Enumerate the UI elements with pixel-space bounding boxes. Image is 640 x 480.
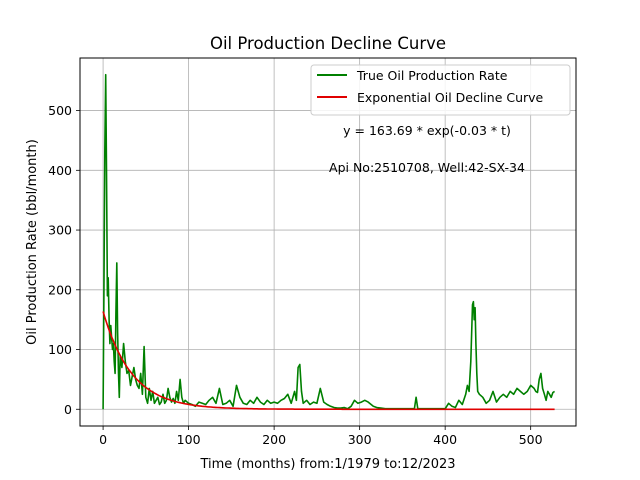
x-tick-label: 200 (262, 432, 286, 447)
chart-title: Oil Production Decline Curve (210, 34, 446, 53)
legend: True Oil Production Rate Exponential Oil… (310, 64, 571, 116)
plot-area (80, 58, 576, 426)
x-axis-label: Time (months) from:1/1979 to:12/2023 (199, 457, 455, 472)
legend-label-exponential: Exponential Oil Decline Curve (357, 90, 544, 105)
series-line-true-oil-production (102, 73, 556, 410)
series-layer (102, 73, 556, 411)
y-tick-label: 500 (48, 103, 72, 118)
x-tick-label: 100 (177, 432, 201, 447)
y-tick-label: 100 (48, 342, 72, 357)
ticks: 0 100 200 300 400 500 0 100 200 300 400 500 (48, 103, 543, 447)
legend-label-true-oil: True Oil Production Rate (356, 68, 508, 83)
x-tick-label: 0 (99, 432, 107, 447)
well-annotation: Api No:2510708, Well:42-SX-34 (329, 160, 525, 175)
x-tick-label: 500 (519, 432, 543, 447)
y-tick-label: 400 (48, 163, 72, 178)
x-tick-label: 300 (348, 432, 372, 447)
y-tick-label: 200 (48, 282, 72, 297)
x-tick-label: 400 (433, 432, 457, 447)
legend-box (310, 64, 571, 116)
y-tick-label: 300 (48, 223, 72, 238)
plot-frame (79, 57, 577, 427)
series-line-exponential-decline (102, 311, 555, 411)
equation-annotation: y = 163.69 * exp(-0.03 * t) (343, 123, 511, 138)
y-tick-label: 0 (64, 402, 72, 417)
y-axis-label: Oil Production Rate (bbl/month) (25, 139, 40, 345)
